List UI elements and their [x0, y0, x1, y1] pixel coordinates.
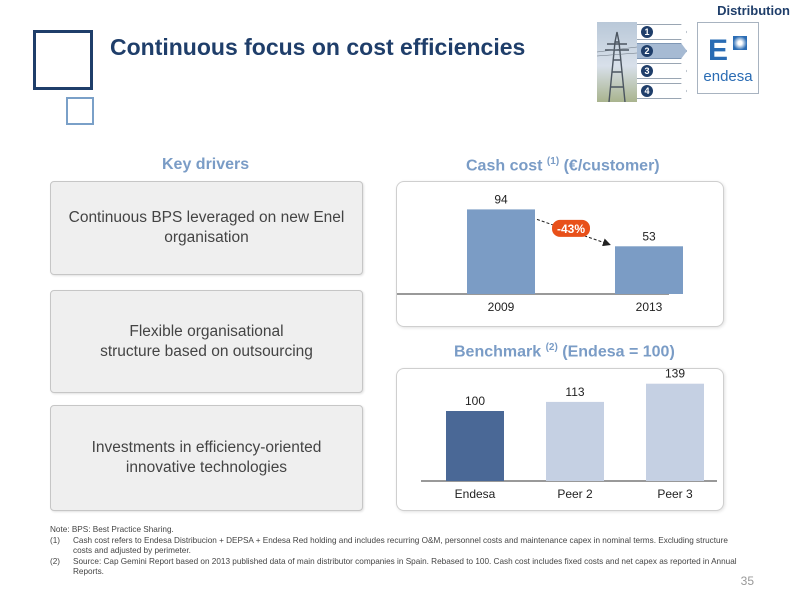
- benchmark-chart: 100 Endesa 113 Peer 2 139 Peer 3: [421, 367, 717, 501]
- driver-text: Flexible organisational structure based …: [100, 322, 313, 360]
- heading-prefix: Cash cost: [466, 157, 547, 175]
- category-label: 2013: [636, 300, 663, 314]
- nav-step-1[interactable]: 1: [637, 24, 687, 40]
- heading-suffix: (Endesa = 100): [557, 343, 675, 361]
- bar-endesa: [446, 411, 504, 481]
- category-label: Peer 3: [657, 487, 693, 501]
- cash-cost-chart-panel: 94 2009 53 2013 -43%: [396, 181, 724, 327]
- nav-step-number: 4: [641, 85, 653, 97]
- power-tower-photo: [597, 22, 637, 102]
- benchmark-chart-panel: 100 Endesa 113 Peer 2 139 Peer 3: [396, 367, 724, 511]
- footnote-text: Note: BPS: Best Practice Sharing.: [50, 525, 174, 534]
- driver-box-2: Flexible organisational structure based …: [50, 290, 363, 393]
- footnote-text: Source: Cap Gemini Report based on 2013 …: [73, 556, 737, 577]
- footnote-row: (2) Source: Cap Gemini Report based on 2…: [50, 557, 740, 578]
- driver-text: Continuous BPS leveraged on new Enel org…: [68, 209, 345, 246]
- heading-suffix: (€/customer): [559, 157, 660, 175]
- bar-peer-2: [546, 401, 604, 481]
- footnote-ref: (2): [545, 342, 558, 353]
- nav-step-3[interactable]: 3: [637, 63, 687, 79]
- footnote-number: (1): [50, 535, 61, 545]
- cash-cost-heading: Cash cost (1) (€/customer): [466, 156, 660, 175]
- data-label: 94: [494, 192, 508, 206]
- footnote-row: Note: BPS: Best Practice Sharing.: [50, 525, 740, 536]
- data-label: 139: [665, 369, 685, 381]
- category-label: 2009: [488, 300, 515, 314]
- decorative-square-small: [66, 97, 94, 125]
- change-label: -43%: [557, 222, 585, 236]
- endesa-logo: [697, 22, 759, 94]
- data-label: 113: [565, 385, 584, 399]
- page-title: Continuous focus on cost efficiencies: [110, 34, 526, 60]
- category-label: Endesa: [455, 487, 496, 501]
- driver-box-3: Investments in efficiency-oriented innov…: [50, 405, 363, 511]
- logo-text: endesa: [703, 68, 753, 85]
- nav-step-number: 1: [641, 26, 653, 38]
- footnote-number: (2): [50, 556, 61, 566]
- bar-peer-3: [646, 383, 704, 481]
- change-arrow: [536, 218, 611, 247]
- category-label: Peer 2: [557, 487, 593, 501]
- bar-2009: [467, 209, 535, 294]
- page-number: 35: [740, 574, 754, 588]
- section-label: Distribution: [717, 3, 790, 18]
- cash-cost-chart: 94 2009 53 2013 -43%: [397, 192, 683, 314]
- nav-step-2[interactable]: 2: [637, 43, 687, 59]
- bar-2013: [615, 246, 683, 294]
- footnote-text: Cash cost refers to Endesa Distribucion …: [73, 535, 728, 556]
- footnote-row: (1) Cash cost refers to Endesa Distribuc…: [50, 536, 740, 557]
- driver-box-1: Continuous BPS leveraged on new Enel org…: [50, 181, 363, 275]
- data-label: 100: [465, 394, 485, 408]
- heading-prefix: Benchmark: [454, 343, 546, 361]
- logo-star-icon: [733, 36, 747, 50]
- nav-step-number: 3: [641, 65, 653, 77]
- data-label: 53: [642, 229, 656, 243]
- footnote-ref: (1): [546, 156, 560, 167]
- decorative-square-large: [33, 30, 93, 90]
- driver-text: Investments in efficiency-oriented innov…: [91, 439, 322, 476]
- nav-step-number: 2: [641, 45, 653, 57]
- benchmark-heading: Benchmark (2) (Endesa = 100): [454, 342, 675, 361]
- key-drivers-heading: Key drivers: [162, 156, 250, 173]
- change-badge: [552, 219, 590, 237]
- pylon-icon: [597, 31, 637, 102]
- logo-mark: E: [708, 34, 728, 67]
- nav-step-4[interactable]: 4: [637, 83, 687, 99]
- footnotes: Note: BPS: Best Practice Sharing. (1) Ca…: [50, 525, 740, 578]
